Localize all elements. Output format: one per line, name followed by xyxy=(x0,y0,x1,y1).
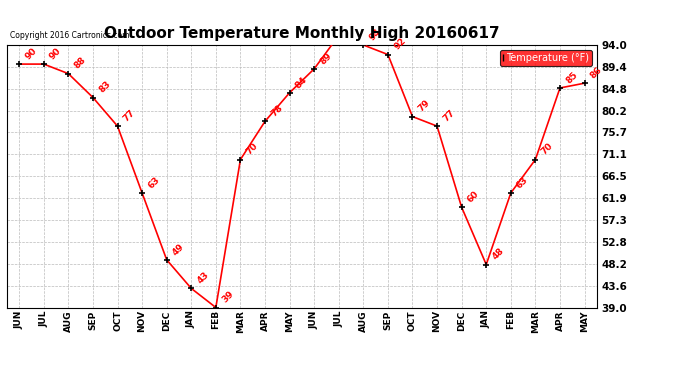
Text: 94: 94 xyxy=(368,27,383,42)
Text: 77: 77 xyxy=(121,108,137,123)
Text: 77: 77 xyxy=(441,108,457,123)
Text: 79: 79 xyxy=(417,98,432,114)
Text: 60: 60 xyxy=(466,189,481,204)
Title: Outdoor Temperature Monthly High 20160617: Outdoor Temperature Monthly High 2016061… xyxy=(104,26,500,41)
Text: 83: 83 xyxy=(97,80,112,95)
Text: 63: 63 xyxy=(515,175,530,190)
Text: 90: 90 xyxy=(23,46,39,62)
Text: 78: 78 xyxy=(269,103,284,118)
Text: 86: 86 xyxy=(589,65,604,80)
Text: Copyright 2016 Cartronics.com: Copyright 2016 Cartronics.com xyxy=(10,31,129,40)
Text: 70: 70 xyxy=(540,142,555,157)
Text: 88: 88 xyxy=(72,56,88,71)
Text: 85: 85 xyxy=(564,70,580,85)
Text: 96: 96 xyxy=(0,374,1,375)
Text: 84: 84 xyxy=(294,75,309,90)
Text: 89: 89 xyxy=(318,51,334,66)
Text: 48: 48 xyxy=(491,246,506,262)
Text: 92: 92 xyxy=(392,36,407,52)
Text: 63: 63 xyxy=(146,175,161,190)
Text: 90: 90 xyxy=(48,46,63,62)
Text: 39: 39 xyxy=(220,290,235,305)
Legend: Temperature (°F): Temperature (°F) xyxy=(500,50,592,66)
Text: 43: 43 xyxy=(195,270,210,286)
Text: 49: 49 xyxy=(171,242,186,257)
Text: 70: 70 xyxy=(244,142,260,157)
